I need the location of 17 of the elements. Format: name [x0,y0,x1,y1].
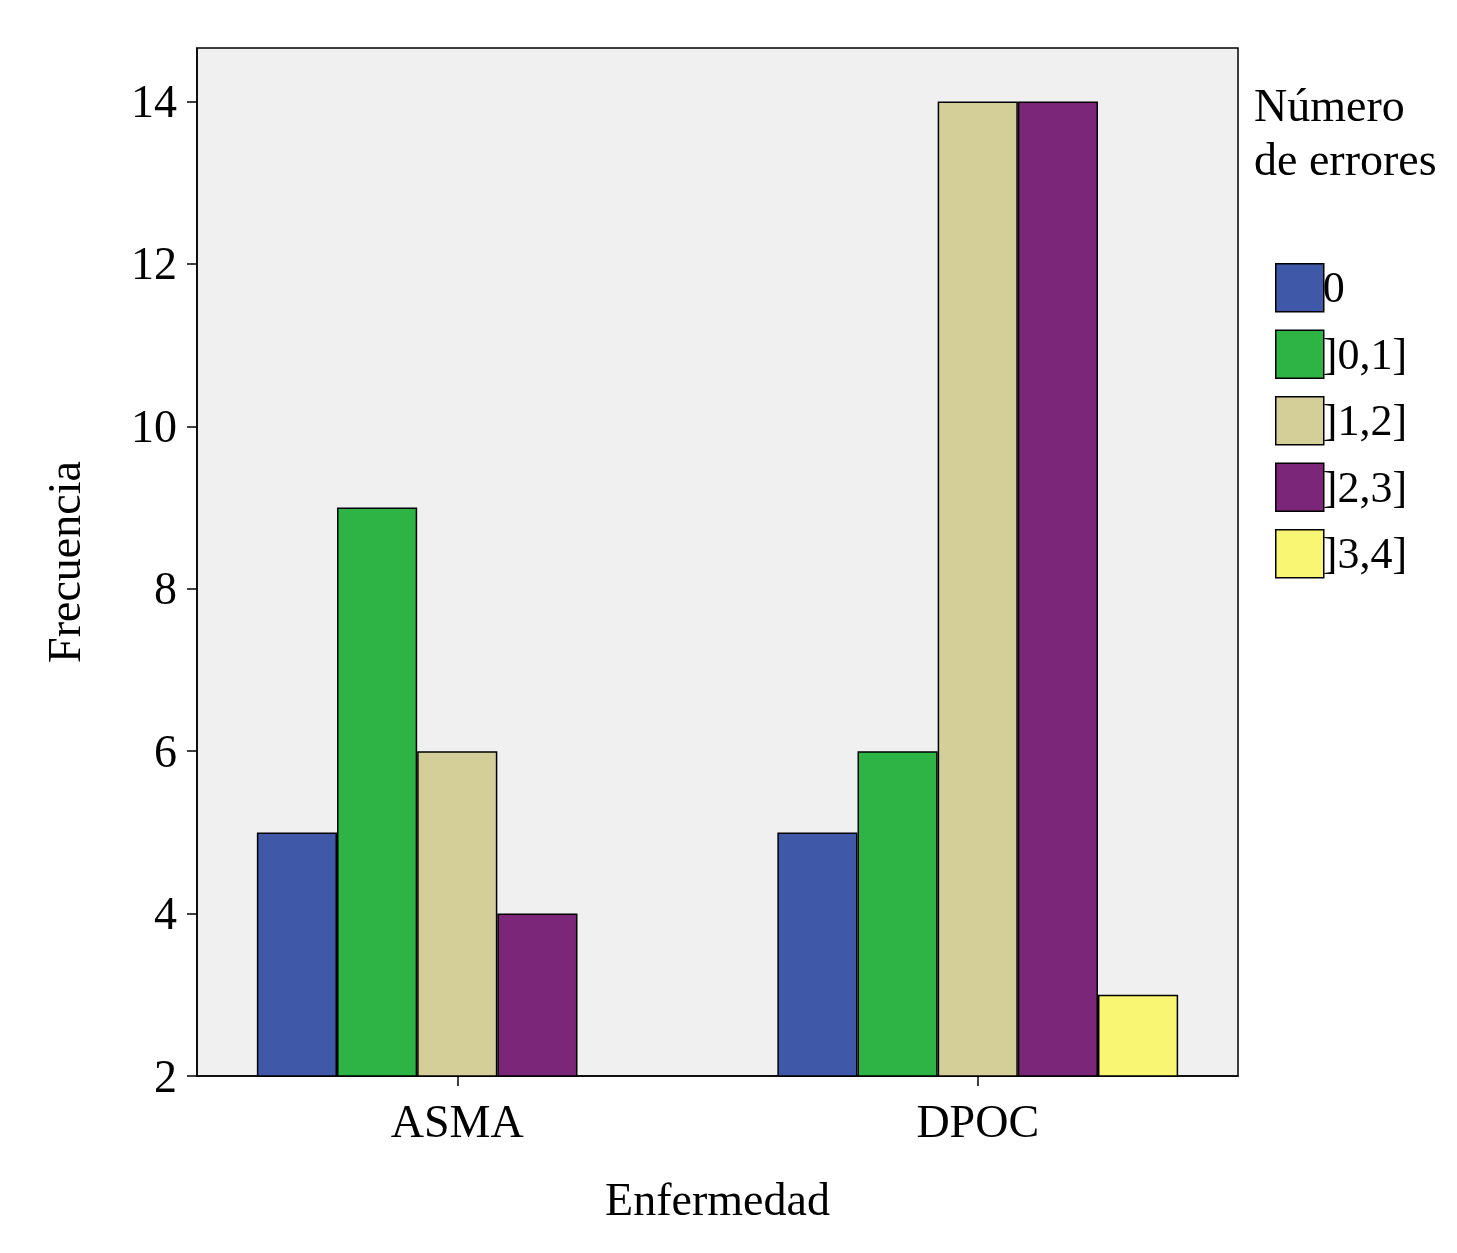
y-axis-title: Frecuencia [38,461,90,663]
legend-label: ]3,4] [1322,529,1408,579]
y-tick-label: 12 [131,238,177,290]
y-tick-label: 8 [154,563,177,615]
y-tick-label: 4 [154,888,177,940]
legend-label: 0 [1322,263,1345,313]
legend-label: ]2,3] [1322,462,1408,512]
y-tick-label: 2 [154,1050,177,1102]
legend-label: ]0,1] [1322,329,1408,379]
legend-label: ]1,2] [1322,396,1408,446]
x-tick-label: DPOC [916,1095,1040,1147]
y-tick-label: 14 [131,76,177,128]
x-axis-title: Enfermedad [605,1173,830,1225]
legend-title: Número de errores [1254,79,1437,185]
y-tick-label: 6 [154,725,177,777]
x-tick-label: ASMA [390,1095,524,1147]
y-tick-label: 10 [131,400,177,452]
